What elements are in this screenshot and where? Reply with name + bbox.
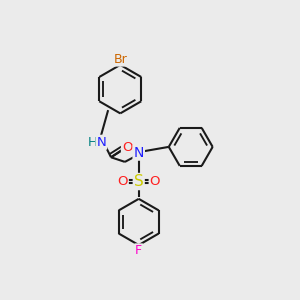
Text: Br: Br <box>113 52 127 66</box>
Text: H: H <box>87 136 97 149</box>
Text: N: N <box>134 146 144 160</box>
Text: F: F <box>135 244 142 257</box>
Text: O: O <box>150 175 160 188</box>
Text: O: O <box>122 141 132 154</box>
Text: N: N <box>96 136 106 149</box>
Text: O: O <box>117 175 128 188</box>
Text: S: S <box>134 174 144 189</box>
